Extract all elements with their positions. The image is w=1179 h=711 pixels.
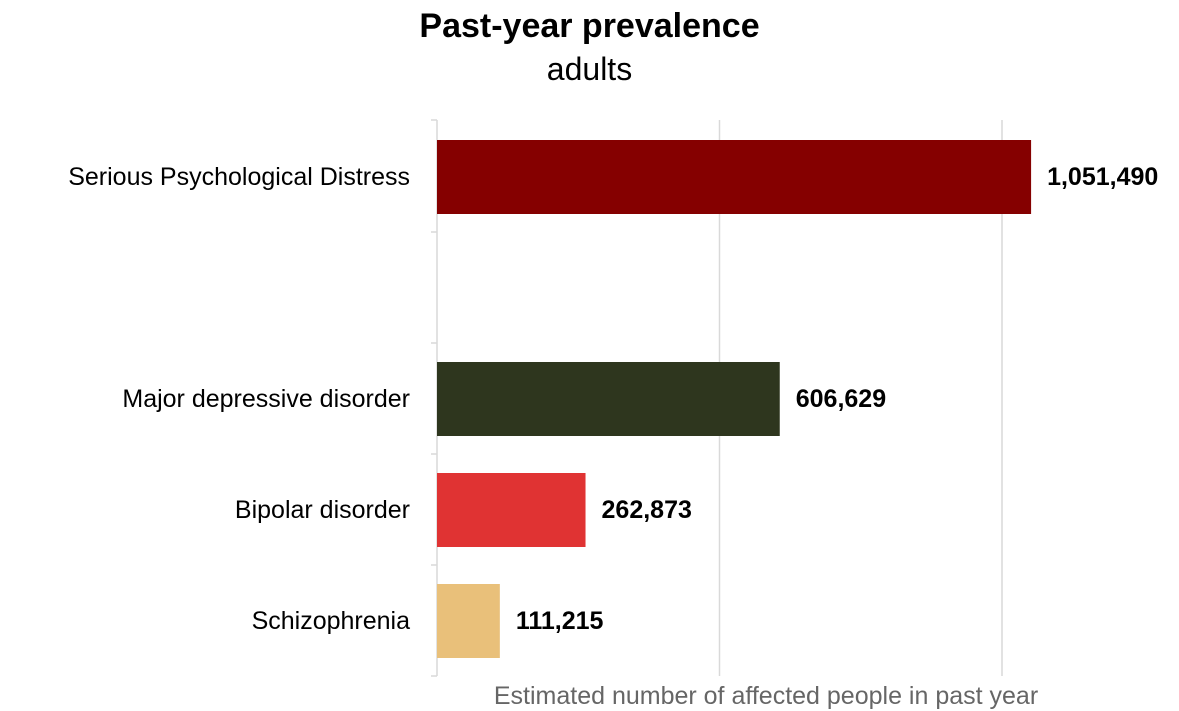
chart-title: Past-year prevalence (419, 7, 760, 45)
data-label: 262,873 (602, 496, 692, 524)
bar (437, 584, 500, 658)
category-label: Major depressive disorder (122, 385, 410, 413)
data-label: 111,215 (516, 607, 604, 635)
labels: Serious Psychological Distress 1,051,490 M… (68, 163, 1158, 635)
chart-subtitle: adults (546, 51, 633, 87)
x-axis-title: Estimated number of affected people in p… (494, 682, 1038, 710)
category-label: Schizophrenia (252, 607, 411, 635)
bar (437, 362, 780, 436)
category-label: Bipolar disorder (235, 496, 410, 524)
y-axis (431, 119, 438, 677)
bars (437, 140, 1032, 658)
category-label: Serious Psychological Distress (68, 163, 410, 191)
bar (437, 140, 1032, 214)
data-label: 606,629 (796, 385, 886, 413)
data-label: 1,051,490 (1047, 163, 1158, 191)
bar (437, 473, 586, 547)
